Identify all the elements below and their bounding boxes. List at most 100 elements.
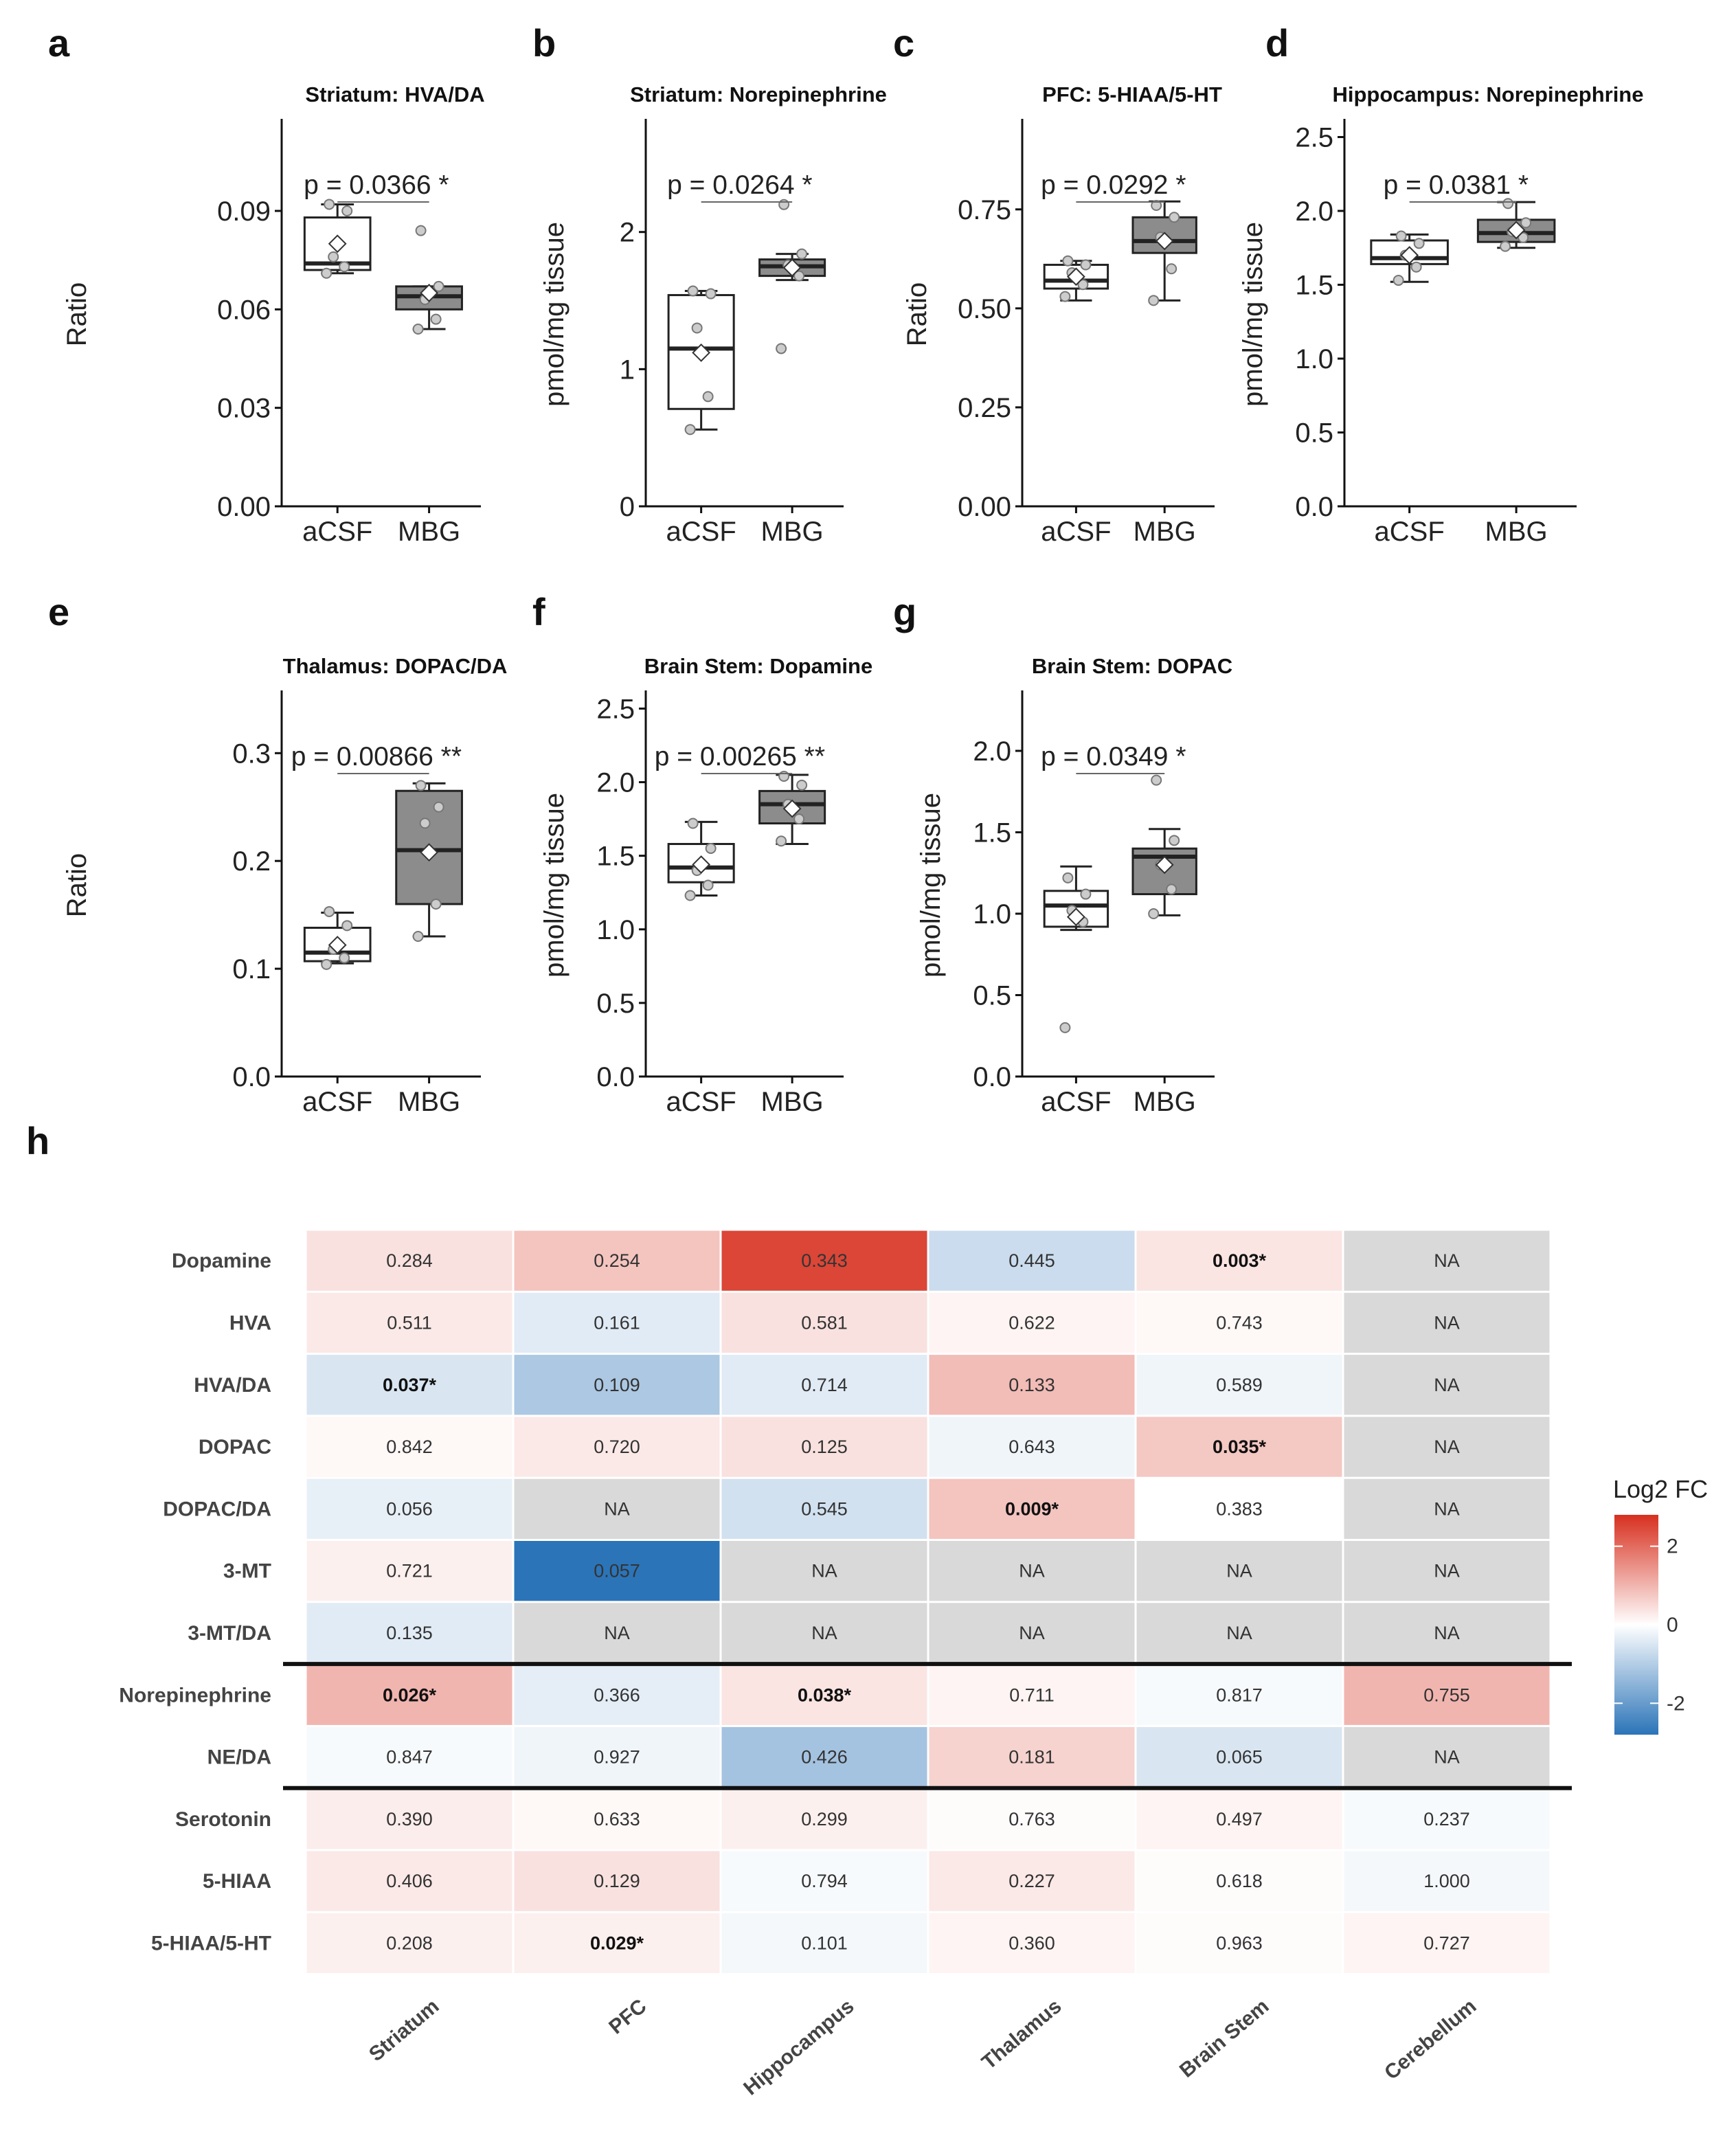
heatmap-cell-value: 0.927 (594, 1747, 640, 1768)
heatmap-row-label: NE/DA (207, 1746, 271, 1769)
mean-marker (1400, 246, 1419, 264)
heatmap-cell-value: NA (1226, 1623, 1252, 1643)
heatmap-cell-value: 0.065 (1216, 1747, 1263, 1768)
heatmap-cell (1344, 1230, 1550, 1291)
heatmap-cell (514, 1230, 720, 1291)
heatmap-cell-value: 0.227 (1008, 1871, 1055, 1891)
legend-tick-label: -2 (1667, 1692, 1685, 1715)
heatmap-cell-value: 0.794 (801, 1871, 848, 1891)
heatmap-cell-value: 0.545 (801, 1498, 848, 1519)
data-point (412, 931, 424, 943)
heatmap-cell-value: 0.497 (1216, 1809, 1263, 1829)
heatmap-cell (1136, 1665, 1342, 1725)
mean-marker (328, 234, 347, 254)
heatmap-cell (1136, 1230, 1342, 1291)
heatmap-cell (306, 1355, 512, 1415)
heatmap-cell (929, 1726, 1135, 1788)
data-point (1080, 888, 1092, 900)
box-acsf (1043, 865, 1109, 1033)
data-point (419, 818, 431, 829)
heatmap-cell (514, 1355, 720, 1415)
y-tick-label: 1.5 (596, 842, 635, 872)
y-axis-title: pmol/mg tissue (539, 793, 570, 978)
box-mbg (395, 225, 463, 335)
heatmap-cell (1136, 1851, 1342, 1911)
mean-marker (782, 258, 802, 278)
data-point (1062, 255, 1074, 267)
heatmap-column-label: Striatum (365, 1995, 443, 2066)
heatmap-column-label: Cerebellum (1380, 1995, 1480, 2084)
y-tick-label: 1.5 (973, 818, 1011, 848)
heatmap-cell-value: 0.038* (798, 1685, 852, 1705)
legend-tick-label: 0 (1667, 1614, 1678, 1636)
box-acsf (303, 199, 372, 279)
data-point (430, 313, 442, 325)
box-mbg (395, 780, 463, 943)
heatmap-cell (1136, 1789, 1342, 1849)
data-point (1166, 263, 1177, 275)
heatmap-cell-value: NA (1434, 1312, 1460, 1333)
x-tick-label: MBG (761, 1087, 824, 1117)
data-point (339, 261, 350, 273)
heatmap-cell-value: 0.208 (386, 1933, 433, 1953)
box-mbg (1131, 200, 1197, 306)
heatmap-cell-value: 0.963 (1216, 1933, 1263, 1953)
data-point (705, 288, 717, 300)
heatmap-cell (306, 1417, 512, 1477)
heatmap-cell-value: 0.390 (386, 1809, 433, 1829)
plot-title: Thalamus: DOPAC/DA (283, 654, 508, 678)
y-tick-label: 0.03 (217, 394, 271, 424)
heatmap-cell (306, 1726, 512, 1788)
heatmap-cell (1344, 1355, 1550, 1415)
y-tick-label: 0.2 (232, 846, 271, 877)
heatmap-cell (929, 1230, 1135, 1291)
heatmap-cell-value: 0.237 (1423, 1809, 1470, 1829)
heatmap-cell-value: 0.618 (1216, 1871, 1263, 1891)
heatmap-cell-value: 0.589 (1216, 1375, 1263, 1395)
mean-marker (1155, 232, 1174, 251)
plot-title: Striatum: Norepinephrine (630, 82, 887, 106)
legend-title: Log2 FC (1613, 1475, 1708, 1503)
heatmap-cell (514, 1789, 720, 1849)
heatmap-cell (306, 1230, 512, 1291)
panel-letter-b: b (532, 21, 556, 65)
boxplot-c: PFC: 5-HIAA/5-HT 0.00 0.25 0.50 0.75 Ratio aCS… (902, 82, 1222, 547)
heatmap-cell (1344, 1292, 1550, 1353)
mean-marker (1155, 855, 1174, 875)
data-point (339, 952, 350, 964)
mean-marker (1066, 908, 1085, 927)
data-point (776, 343, 787, 354)
heatmap-cell-value: NA (811, 1623, 837, 1643)
heatmap-cell-value: 0.622 (1008, 1312, 1055, 1333)
data-point (684, 890, 696, 901)
data-point (705, 842, 717, 854)
heatmap-cell-value: 0.633 (594, 1809, 640, 1829)
heatmap-cell-value: NA (811, 1561, 837, 1581)
data-point (1169, 212, 1180, 223)
heatmap-cell-value: 0.817 (1216, 1685, 1263, 1705)
data-point (702, 391, 714, 403)
data-point (1062, 872, 1074, 883)
heatmap-cell (721, 1603, 927, 1663)
heatmap-cell-value: 0.284 (386, 1250, 433, 1271)
box-iqr (667, 843, 735, 883)
data-point (324, 199, 335, 210)
box-acsf (1043, 255, 1109, 302)
heatmap-cell (929, 1851, 1135, 1911)
y-tick-label: 0.0 (232, 1062, 271, 1092)
data-point (1166, 883, 1177, 895)
heatmap-cell (514, 1726, 720, 1788)
heatmap-row-label: 5-HIAA (203, 1870, 271, 1893)
heatmap-cell-value: 0.406 (386, 1871, 433, 1891)
plot-title: PFC: 5-HIAA/5-HT (1042, 82, 1222, 106)
mean-marker (782, 799, 802, 818)
y-axis-title: pmol/mg tissue (539, 222, 570, 407)
heatmap-cell-value: NA (1019, 1561, 1045, 1581)
y-tick-label: 0.75 (958, 195, 1011, 225)
p-value-label: p = 0.0349 * (1041, 742, 1186, 771)
heatmap-cell-value: 0.366 (594, 1685, 640, 1705)
y-tick-label: 2.0 (596, 768, 635, 798)
y-tick-label: 1.5 (1295, 271, 1333, 301)
heatmap-cell-value: NA (1019, 1623, 1045, 1643)
heatmap-cell-value: 0.643 (1008, 1437, 1055, 1457)
